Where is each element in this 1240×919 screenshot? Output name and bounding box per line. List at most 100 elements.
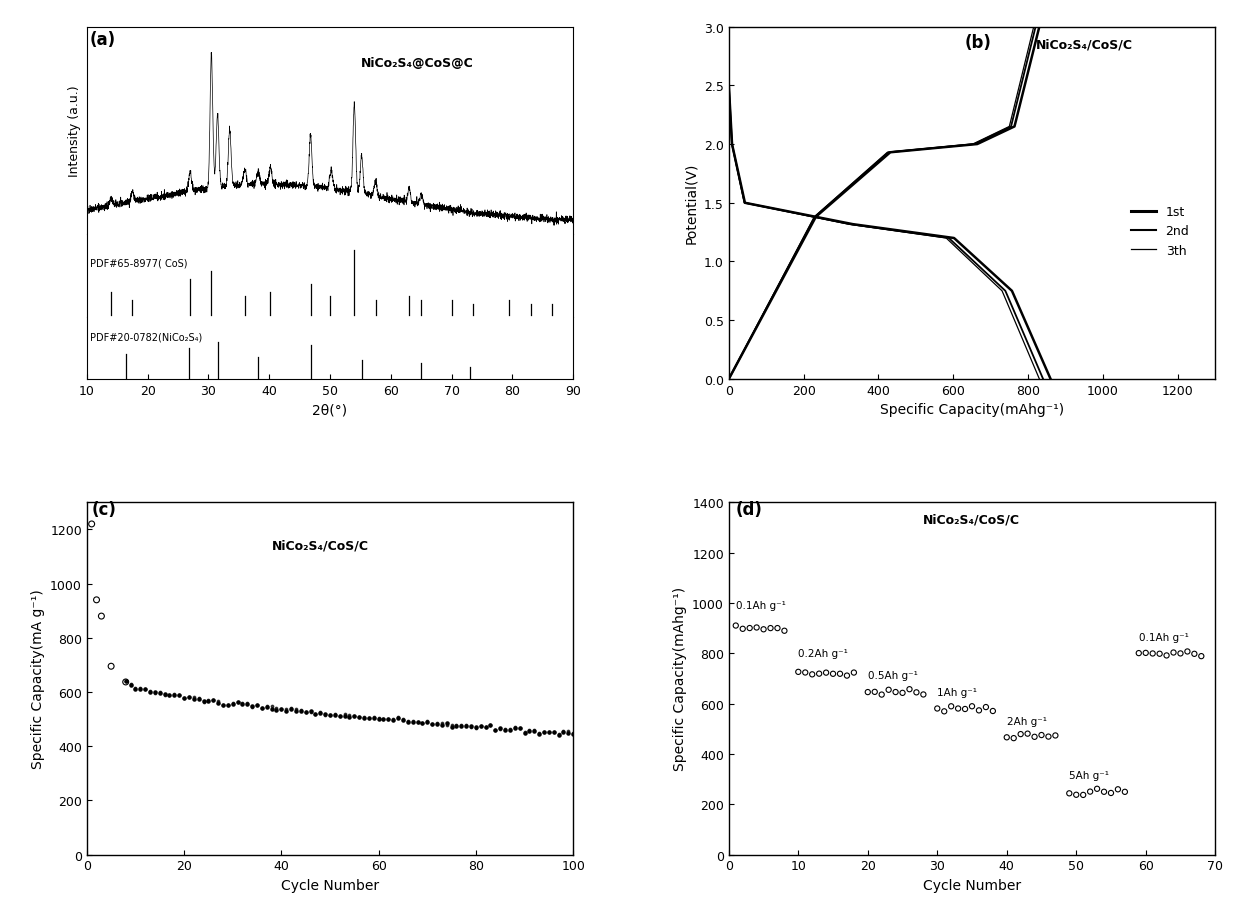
- Text: NiCo₂S₄/CoS/C: NiCo₂S₄/CoS/C: [1035, 39, 1132, 51]
- Point: [145, 685, 165, 699]
- Point: [1136, 646, 1156, 661]
- Point: [525, 723, 544, 738]
- Text: 0.5Ah g⁻¹: 0.5Ah g⁻¹: [868, 670, 918, 680]
- Point: [746, 620, 766, 635]
- Point: [893, 686, 913, 700]
- Point: [534, 724, 554, 739]
- Point: [485, 723, 505, 738]
- Point: [1128, 646, 1148, 661]
- Point: [368, 710, 388, 725]
- Point: [262, 702, 281, 717]
- Point: [495, 723, 515, 738]
- Point: [247, 698, 267, 713]
- Point: [160, 688, 180, 703]
- Point: [451, 719, 471, 733]
- Point: [208, 694, 228, 709]
- Point: [733, 622, 753, 637]
- Point: [795, 665, 815, 680]
- Point: [281, 702, 301, 717]
- Point: [879, 683, 899, 698]
- Point: [505, 720, 525, 735]
- Point: [355, 710, 374, 725]
- Point: [962, 699, 982, 714]
- Point: [92, 609, 112, 624]
- Point: [223, 697, 243, 711]
- Point: [914, 687, 934, 702]
- Point: [558, 726, 578, 741]
- Text: (d): (d): [735, 500, 763, 518]
- Point: [408, 715, 428, 730]
- Text: 1Ah g⁻¹: 1Ah g⁻¹: [937, 686, 977, 697]
- Point: [160, 688, 180, 703]
- Point: [968, 703, 988, 718]
- Point: [906, 686, 926, 700]
- Point: [1192, 649, 1211, 664]
- Point: [208, 697, 228, 711]
- Point: [340, 708, 360, 722]
- Point: [383, 712, 403, 727]
- Point: [1080, 785, 1100, 800]
- Point: [553, 725, 573, 740]
- Point: [548, 728, 568, 743]
- Text: (b): (b): [965, 33, 992, 51]
- Point: [520, 724, 539, 739]
- Point: [233, 697, 253, 711]
- Point: [1184, 647, 1204, 662]
- Point: [949, 701, 968, 716]
- Point: [125, 682, 145, 697]
- Point: [198, 694, 218, 709]
- Point: [203, 693, 223, 708]
- Point: [1011, 727, 1030, 742]
- Point: [115, 675, 135, 689]
- Point: [179, 690, 198, 705]
- Point: [725, 618, 745, 633]
- Point: [899, 682, 919, 697]
- Point: [355, 710, 374, 725]
- Point: [398, 713, 418, 728]
- Point: [267, 702, 286, 717]
- Point: [315, 708, 335, 722]
- Point: [170, 688, 190, 703]
- Point: [388, 709, 408, 724]
- Point: [320, 708, 340, 722]
- Point: [393, 713, 413, 728]
- Point: [446, 718, 466, 732]
- Point: [203, 693, 223, 708]
- Point: [237, 697, 257, 711]
- Point: [775, 624, 795, 639]
- Point: [286, 702, 306, 717]
- Point: [1094, 785, 1114, 800]
- Point: [471, 719, 491, 733]
- Point: [505, 720, 525, 734]
- Point: [456, 719, 476, 733]
- Point: [544, 725, 564, 740]
- Point: [345, 709, 365, 724]
- Point: [140, 685, 160, 699]
- Text: (c): (c): [92, 501, 117, 519]
- Point: [150, 686, 170, 700]
- Point: [441, 720, 461, 734]
- Point: [242, 700, 262, 715]
- Point: [934, 704, 954, 719]
- Point: [350, 710, 370, 725]
- Point: [1039, 730, 1059, 744]
- Point: [135, 682, 155, 697]
- Legend: 1st, 2nd, 3th: 1st, 2nd, 3th: [1126, 201, 1194, 263]
- Point: [520, 723, 539, 738]
- Point: [272, 702, 291, 717]
- Point: [174, 691, 193, 706]
- Point: [120, 676, 140, 691]
- Point: [983, 704, 1003, 719]
- Point: [485, 722, 505, 737]
- Point: [310, 705, 330, 720]
- Point: [291, 704, 311, 719]
- Point: [130, 681, 150, 696]
- Point: [1171, 646, 1190, 661]
- Point: [335, 707, 355, 721]
- X-axis label: Cycle Number: Cycle Number: [923, 878, 1021, 892]
- Point: [213, 698, 233, 712]
- Point: [928, 701, 947, 716]
- Point: [476, 720, 496, 735]
- Point: [413, 716, 433, 731]
- Point: [427, 716, 446, 731]
